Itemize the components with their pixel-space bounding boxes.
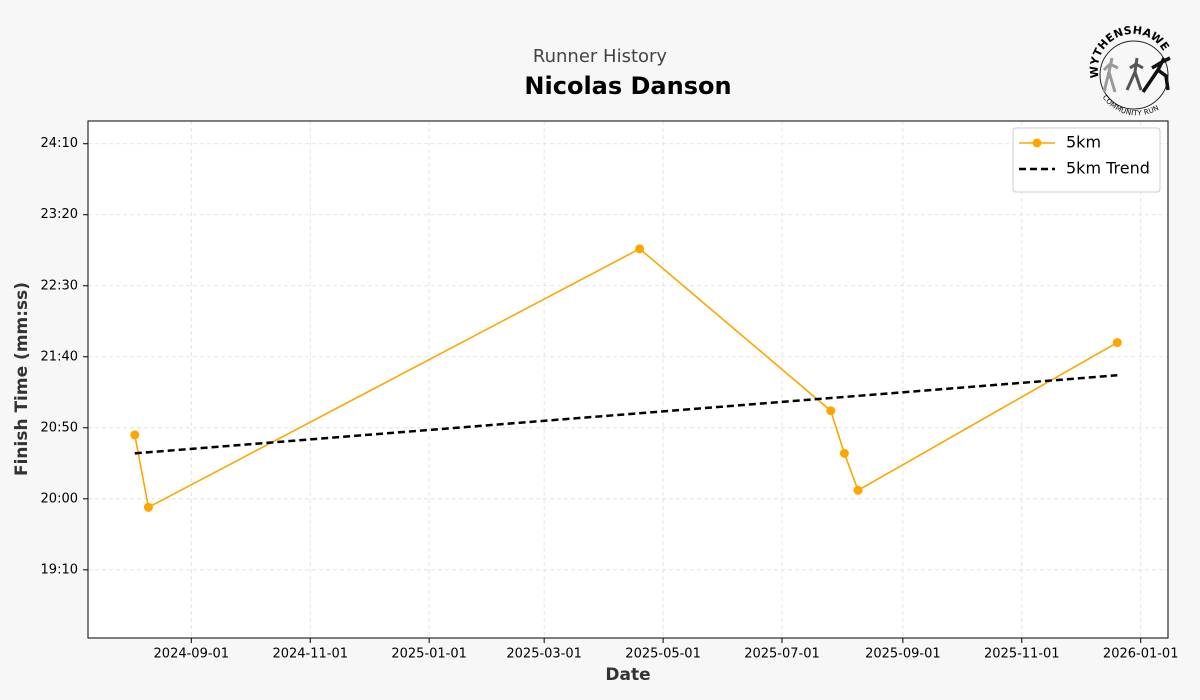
logo-ring	[1099, 40, 1169, 110]
legend-label: 5km	[1066, 133, 1101, 152]
y-tick-label: 20:00	[41, 491, 78, 506]
chart-title: Nicolas Danson	[524, 72, 731, 100]
data-point	[143, 502, 153, 512]
y-tick-label: 20:50	[41, 420, 78, 435]
y-axis-label: Finish Time (mm:ss)	[12, 282, 32, 476]
x-tick-label: 2024-09-01	[154, 647, 230, 662]
grid	[88, 121, 1168, 638]
y-tick-label: 24:10	[41, 136, 78, 151]
x-tick-label: 2025-05-01	[625, 647, 701, 662]
plot-area	[88, 121, 1168, 638]
plot-frame	[87, 120, 1169, 639]
data-point	[826, 406, 836, 416]
logo-runner	[1141, 56, 1171, 93]
x-axis-label: Date	[605, 665, 650, 685]
data-point	[1112, 338, 1122, 348]
logo-runner	[1125, 57, 1144, 91]
legend-label: 5km Trend	[1066, 159, 1150, 178]
data-point	[635, 244, 645, 254]
x-tick-label: 2025-11-01	[984, 647, 1060, 662]
x-tick-label: 2025-03-01	[506, 647, 582, 662]
y-tick-label: 21:40	[41, 349, 78, 364]
supertitle: Runner History	[533, 46, 668, 67]
y-tick-label: 19:10	[41, 562, 78, 577]
x-tick-label: 2026-01-01	[1103, 647, 1179, 662]
data-point	[130, 430, 140, 440]
y-tick-label: 23:20	[41, 207, 78, 222]
x-tick-label: 2025-01-01	[391, 647, 467, 662]
legend-box	[1012, 127, 1161, 193]
data-point	[853, 485, 863, 495]
x-tick-label: 2024-11-01	[272, 647, 348, 662]
logo-runner	[1102, 57, 1119, 93]
x-tick-label: 2025-07-01	[744, 647, 820, 662]
x-tick-label: 2025-09-01	[865, 647, 941, 662]
legend-marker	[1032, 138, 1042, 148]
data-point	[839, 448, 849, 458]
y-tick-label: 22:30	[41, 278, 78, 293]
